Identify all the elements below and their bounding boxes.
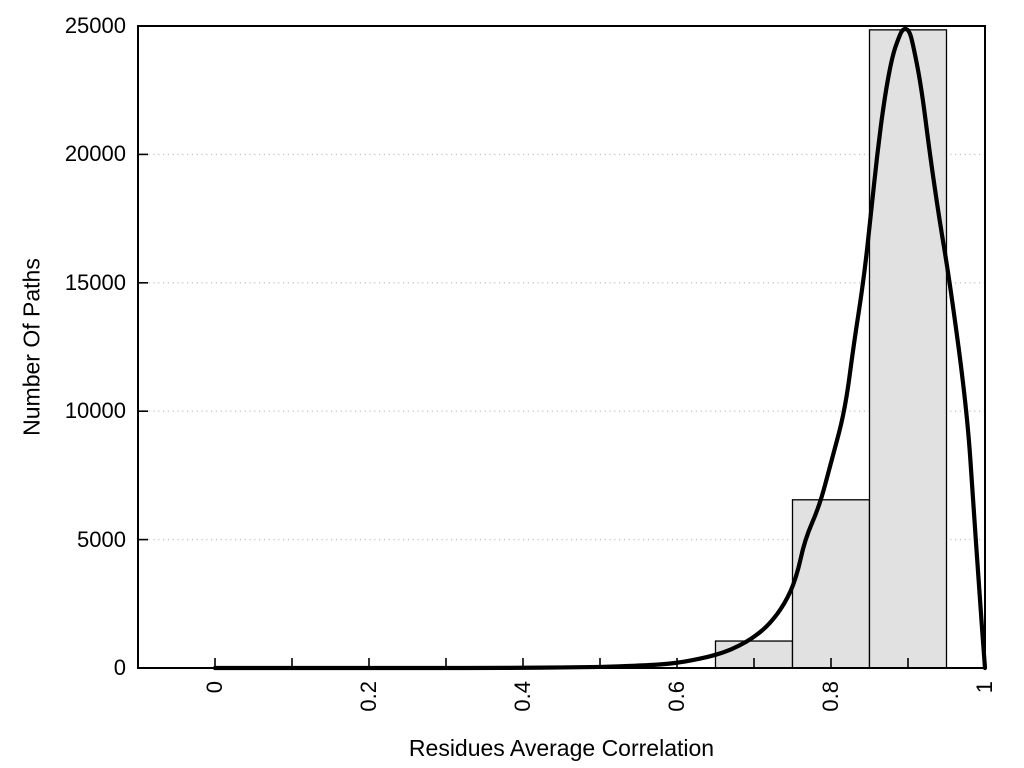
x-tick-label: 0.4 [510, 681, 535, 712]
x-tick-label: 1 [972, 681, 997, 694]
x-tick-label: 0 [202, 681, 227, 694]
y-tick-label: 15000 [64, 269, 126, 295]
y-tick-label: 20000 [64, 141, 126, 167]
histogram-bar [868, 29, 948, 669]
y-tick-label: 25000 [64, 13, 126, 38]
y-tick-label: 10000 [64, 398, 126, 424]
x-tick-label: 0.6 [664, 681, 689, 712]
x-tick-label: 0.2 [356, 681, 381, 712]
histogram-bar [791, 499, 871, 669]
y-tick-label: 0 [113, 655, 126, 680]
plot-border [137, 25, 986, 669]
y-tick-label: 5000 [77, 526, 126, 552]
x-axis-title: Residues Average Correlation [408, 735, 715, 761]
x-tick-label: 0.8 [818, 681, 843, 712]
